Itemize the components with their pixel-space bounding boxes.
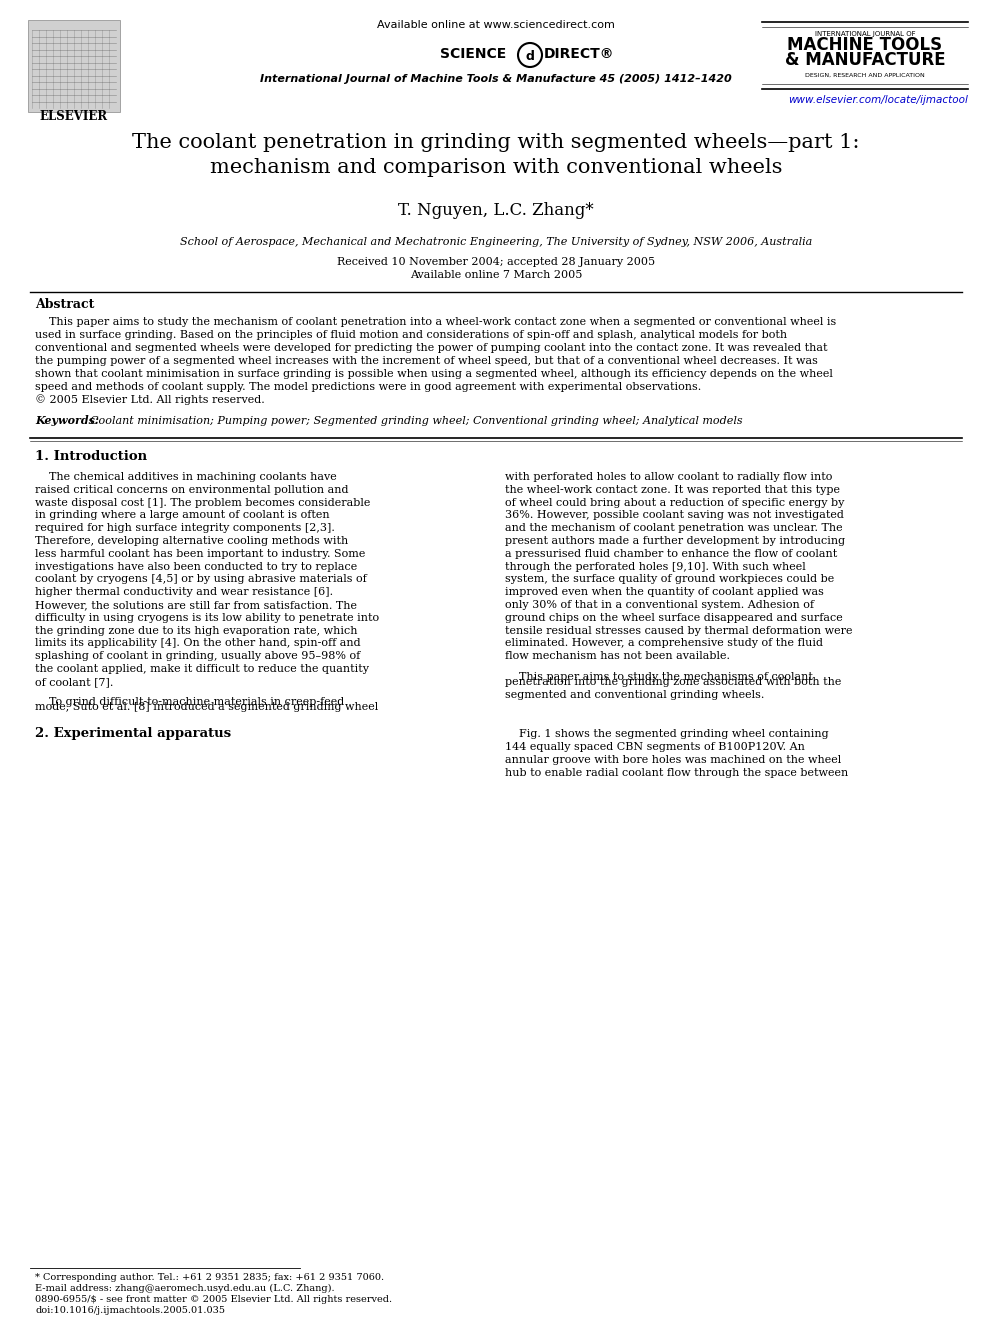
- Text: Fig. 1 shows the segmented grinding wheel containing: Fig. 1 shows the segmented grinding whee…: [505, 729, 828, 740]
- Text: present authors made a further development by introducing: present authors made a further developme…: [505, 536, 845, 546]
- Text: the grinding zone due to its high evaporation rate, which: the grinding zone due to its high evapor…: [35, 626, 357, 635]
- Text: speed and methods of coolant supply. The model predictions were in good agreemen: speed and methods of coolant supply. The…: [35, 382, 701, 392]
- Text: and the mechanism of coolant penetration was unclear. The: and the mechanism of coolant penetration…: [505, 523, 842, 533]
- Text: improved even when the quantity of coolant applied was: improved even when the quantity of coola…: [505, 587, 824, 597]
- Text: The coolant penetration in grinding with segmented wheels—part 1:: The coolant penetration in grinding with…: [132, 134, 860, 152]
- Text: International Journal of Machine Tools & Manufacture 45 (2005) 1412–1420: International Journal of Machine Tools &…: [260, 74, 732, 83]
- Text: Abstract: Abstract: [35, 298, 94, 311]
- Text: 144 equally spaced CBN segments of B100P120V. An: 144 equally spaced CBN segments of B100P…: [505, 742, 805, 751]
- Text: DESIGN, RESEARCH AND APPLICATION: DESIGN, RESEARCH AND APPLICATION: [806, 73, 925, 78]
- Text: Coolant minimisation; Pumping power; Segmented grinding wheel; Conventional grin: Coolant minimisation; Pumping power; Seg…: [90, 415, 743, 426]
- Text: of wheel could bring about a reduction of specific energy by: of wheel could bring about a reduction o…: [505, 497, 844, 508]
- Text: higher thermal conductivity and wear resistance [6].: higher thermal conductivity and wear res…: [35, 587, 333, 597]
- Text: INTERNATIONAL JOURNAL OF: INTERNATIONAL JOURNAL OF: [814, 30, 916, 37]
- Text: 36%. However, possible coolant saving was not investigated: 36%. However, possible coolant saving wa…: [505, 511, 844, 520]
- Text: 0890-6955/$ - see front matter © 2005 Elsevier Ltd. All rights reserved.: 0890-6955/$ - see front matter © 2005 El…: [35, 1295, 392, 1304]
- Text: required for high surface integrity components [2,3].: required for high surface integrity comp…: [35, 523, 335, 533]
- Text: This paper aims to study the mechanism of coolant penetration into a wheel-work : This paper aims to study the mechanism o…: [35, 318, 836, 327]
- Text: This paper aims to study the mechanisms of coolant: This paper aims to study the mechanisms …: [505, 672, 812, 681]
- Text: the coolant applied, make it difficult to reduce the quantity: the coolant applied, make it difficult t…: [35, 664, 369, 673]
- Text: segmented and conventional grinding wheels.: segmented and conventional grinding whee…: [505, 689, 765, 700]
- Text: E-mail address: zhang@aeromech.usyd.edu.au (L.C. Zhang).: E-mail address: zhang@aeromech.usyd.edu.…: [35, 1283, 334, 1293]
- Text: the pumping power of a segmented wheel increases with the increment of wheel spe: the pumping power of a segmented wheel i…: [35, 356, 817, 366]
- Text: Available online at www.sciencedirect.com: Available online at www.sciencedirect.co…: [377, 20, 615, 30]
- Text: splashing of coolant in grinding, usually above 95–98% of: splashing of coolant in grinding, usuall…: [35, 651, 360, 662]
- Text: doi:10.1016/j.ijmachtools.2005.01.035: doi:10.1016/j.ijmachtools.2005.01.035: [35, 1306, 225, 1315]
- Text: in grinding where a large amount of coolant is often: in grinding where a large amount of cool…: [35, 511, 329, 520]
- Text: DIRECT®: DIRECT®: [544, 48, 614, 61]
- Text: ELSEVIER: ELSEVIER: [40, 110, 108, 123]
- Text: less harmful coolant has been important to industry. Some: less harmful coolant has been important …: [35, 549, 365, 558]
- Text: School of Aerospace, Mechanical and Mechatronic Engineering, The University of S: School of Aerospace, Mechanical and Mech…: [180, 237, 812, 247]
- Text: waste disposal cost [1]. The problem becomes considerable: waste disposal cost [1]. The problem bec…: [35, 497, 370, 508]
- Text: SCIENCE: SCIENCE: [440, 48, 506, 61]
- Text: MACHINE TOOLS: MACHINE TOOLS: [788, 36, 942, 54]
- Text: limits its applicability [4]. On the other hand, spin-off and: limits its applicability [4]. On the oth…: [35, 639, 361, 648]
- Text: Received 10 November 2004; accepted 28 January 2005: Received 10 November 2004; accepted 28 J…: [337, 257, 655, 267]
- Text: through the perforated holes [9,10]. With such wheel: through the perforated holes [9,10]. Wit…: [505, 561, 806, 572]
- Text: The chemical additives in machining coolants have: The chemical additives in machining cool…: [35, 472, 336, 482]
- Text: © 2005 Elsevier Ltd. All rights reserved.: © 2005 Elsevier Ltd. All rights reserved…: [35, 394, 265, 405]
- Text: ground chips on the wheel surface disappeared and surface: ground chips on the wheel surface disapp…: [505, 613, 843, 623]
- Text: www.elsevier.com/locate/ijmactool: www.elsevier.com/locate/ijmactool: [788, 95, 968, 105]
- Text: T. Nguyen, L.C. Zhang*: T. Nguyen, L.C. Zhang*: [398, 202, 594, 220]
- Text: mode, Suto et al. [8] introduced a segmented grinding wheel: mode, Suto et al. [8] introduced a segme…: [35, 703, 378, 712]
- Text: * Corresponding author. Tel.: +61 2 9351 2835; fax: +61 2 9351 7060.: * Corresponding author. Tel.: +61 2 9351…: [35, 1273, 384, 1282]
- Text: the wheel-work contact zone. It was reported that this type: the wheel-work contact zone. It was repo…: [505, 484, 840, 495]
- Text: Keywords:: Keywords:: [35, 415, 103, 426]
- Bar: [28, 20, 120, 112]
- Text: 1. Introduction: 1. Introduction: [35, 450, 147, 463]
- Text: with perforated holes to allow coolant to radially flow into: with perforated holes to allow coolant t…: [505, 472, 832, 482]
- Text: difficulty in using cryogens is its low ability to penetrate into: difficulty in using cryogens is its low …: [35, 613, 379, 623]
- Text: 2. Experimental apparatus: 2. Experimental apparatus: [35, 728, 231, 740]
- Text: investigations have also been conducted to try to replace: investigations have also been conducted …: [35, 561, 357, 572]
- Text: conventional and segmented wheels were developed for predicting the power of pum: conventional and segmented wheels were d…: [35, 343, 827, 353]
- Text: used in surface grinding. Based on the principles of fluid motion and considerat: used in surface grinding. Based on the p…: [35, 329, 787, 340]
- Text: coolant by cryogens [4,5] or by using abrasive materials of: coolant by cryogens [4,5] or by using ab…: [35, 574, 367, 585]
- Text: & MANUFACTURE: & MANUFACTURE: [785, 52, 945, 69]
- Text: To grind difficult-to-machine materials in creep-feed: To grind difficult-to-machine materials …: [35, 697, 344, 708]
- Text: only 30% of that in a conventional system. Adhesion of: only 30% of that in a conventional syste…: [505, 601, 814, 610]
- Text: of coolant [7].: of coolant [7].: [35, 677, 113, 687]
- Text: system, the surface quality of ground workpieces could be: system, the surface quality of ground wo…: [505, 574, 834, 585]
- Text: flow mechanism has not been available.: flow mechanism has not been available.: [505, 651, 730, 662]
- Text: d: d: [526, 50, 535, 64]
- Text: shown that coolant minimisation in surface grinding is possible when using a seg: shown that coolant minimisation in surfa…: [35, 369, 833, 378]
- Text: a pressurised fluid chamber to enhance the flow of coolant: a pressurised fluid chamber to enhance t…: [505, 549, 837, 558]
- Text: Available online 7 March 2005: Available online 7 March 2005: [410, 270, 582, 280]
- Text: Therefore, developing alternative cooling methods with: Therefore, developing alternative coolin…: [35, 536, 348, 546]
- Text: eliminated. However, a comprehensive study of the fluid: eliminated. However, a comprehensive stu…: [505, 639, 823, 648]
- Text: raised critical concerns on environmental pollution and: raised critical concerns on environmenta…: [35, 484, 348, 495]
- Text: However, the solutions are still far from satisfaction. The: However, the solutions are still far fro…: [35, 601, 357, 610]
- Text: hub to enable radial coolant flow through the space between: hub to enable radial coolant flow throug…: [505, 767, 848, 778]
- Text: mechanism and comparison with conventional wheels: mechanism and comparison with convention…: [209, 157, 783, 177]
- Text: penetration into the grinding zone associated with both the: penetration into the grinding zone assoc…: [505, 677, 841, 687]
- Text: annular groove with bore holes was machined on the wheel: annular groove with bore holes was machi…: [505, 755, 841, 765]
- Text: tensile residual stresses caused by thermal deformation were: tensile residual stresses caused by ther…: [505, 626, 852, 635]
